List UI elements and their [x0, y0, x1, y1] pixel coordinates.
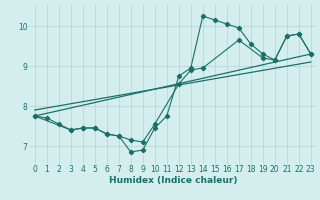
X-axis label: Humidex (Indice chaleur): Humidex (Indice chaleur) [108, 176, 237, 185]
